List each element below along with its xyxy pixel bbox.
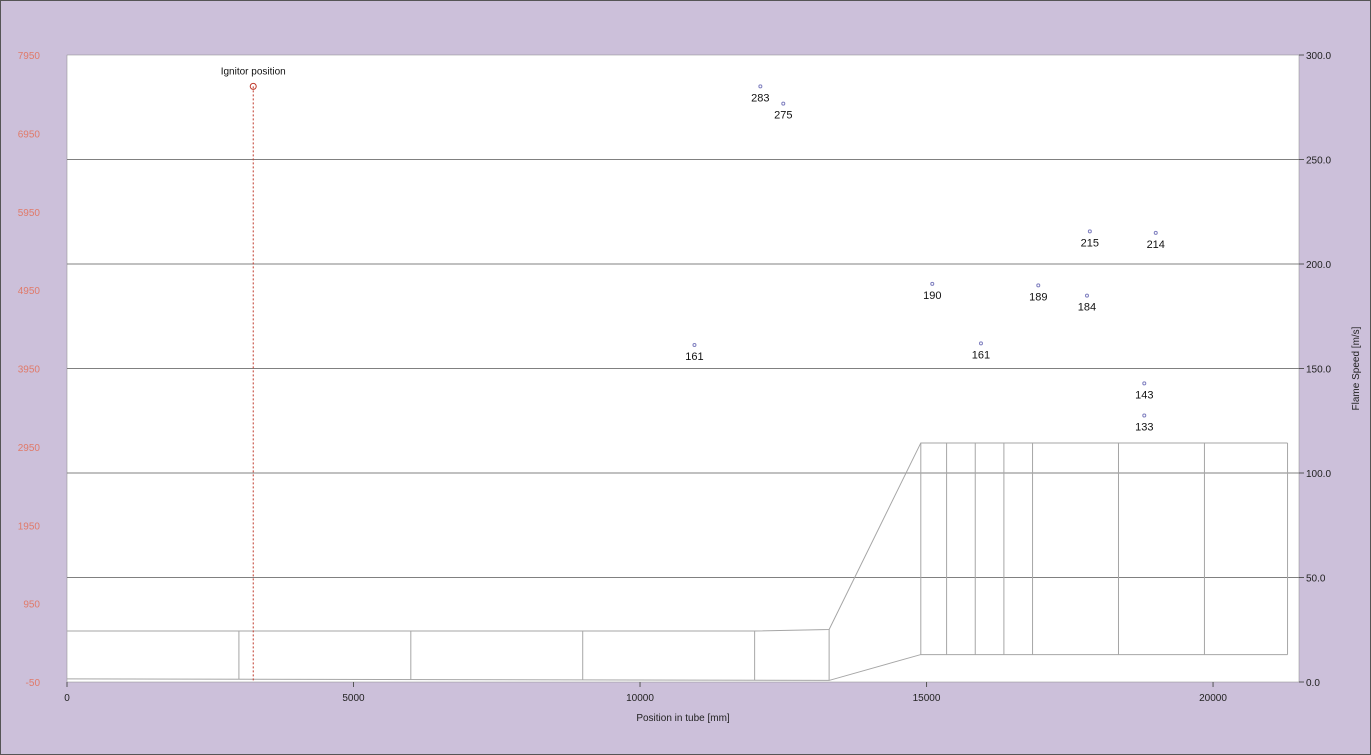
right-tick-label: 100.0	[1306, 469, 1331, 480]
data-point	[1142, 413, 1147, 418]
left-tick-label: 950	[23, 600, 40, 611]
ignitor-marker: Ignitor position	[221, 66, 286, 682]
ignitor-point	[249, 82, 257, 90]
x-axis-title: Position in tube [mm]	[636, 713, 730, 724]
ignitor-label: Ignitor position	[221, 66, 286, 77]
data-point	[930, 281, 935, 286]
data-label: 161	[972, 349, 990, 361]
right-tick-label: 250.0	[1306, 156, 1331, 167]
right-tick-label: 150.0	[1306, 365, 1331, 376]
data-point	[1084, 293, 1089, 298]
data-point	[758, 84, 763, 89]
right-tick-label: 50.0	[1306, 574, 1326, 585]
data-label: 215	[1081, 237, 1099, 249]
data-label: 214	[1147, 239, 1165, 251]
left-tick-label: 4950	[18, 286, 41, 297]
grid-layer	[67, 159, 1299, 578]
left-tick-label: 2950	[18, 443, 41, 454]
bottom-tick-label: 0	[64, 693, 70, 704]
data-point	[1087, 229, 1092, 234]
tube-outline-bottom	[66, 654, 1288, 681]
right-tick-label: 200.0	[1306, 260, 1331, 271]
left-tick-label: 5950	[18, 208, 41, 219]
data-label: 161	[685, 351, 703, 363]
data-label: 184	[1078, 302, 1096, 314]
data-point	[1153, 230, 1158, 235]
data-point	[978, 341, 983, 346]
data-point	[692, 342, 697, 347]
data-label: 190	[923, 290, 941, 302]
bottom-tick-label: 10000	[626, 693, 654, 704]
left-tick-label: 7950	[18, 51, 41, 62]
data-label: 143	[1135, 389, 1153, 401]
data-point	[1142, 381, 1147, 386]
left-tick-label: 6950	[18, 129, 41, 140]
bottom-tick-label: 5000	[342, 693, 365, 704]
data-label: 189	[1029, 291, 1047, 303]
left-tick-label: -50	[26, 678, 41, 689]
right-tick-label: 300.0	[1306, 51, 1331, 62]
right-axis-title: Flame Speed [m/s]	[1351, 326, 1362, 410]
right-tick-label: 0.0	[1306, 678, 1320, 689]
data-label: 275	[774, 110, 792, 122]
data-points: 283 275 215 214 190 189 184 161 161 143 133	[685, 84, 1165, 434]
bottom-tick-label: 15000	[913, 693, 941, 704]
data-label: 283	[751, 92, 769, 104]
left-tick-label: 3950	[18, 365, 41, 376]
data-point	[781, 101, 786, 106]
data-label: 133	[1135, 422, 1153, 434]
bottom-tick-label: 20000	[1199, 693, 1227, 704]
tube-outline	[66, 442, 1289, 681]
data-point	[1036, 283, 1041, 288]
axes: -50 950 1950 2950 3950 4950 5950 6950 7950 0.0 50.…	[18, 51, 1332, 704]
left-tick-label: 1950	[18, 521, 41, 532]
